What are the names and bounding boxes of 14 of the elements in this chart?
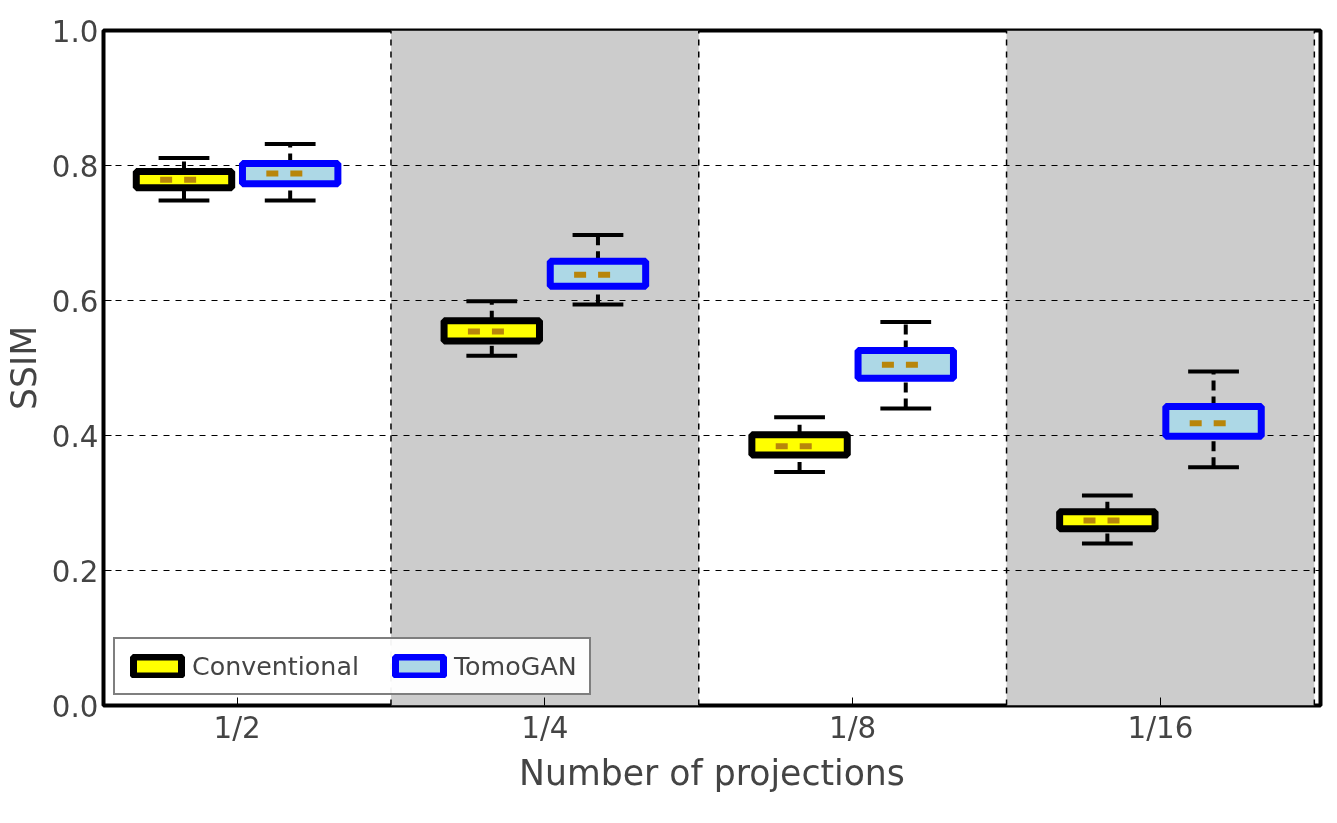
- x-tick-label: 1/4: [521, 710, 569, 745]
- y-tick-label: 0.2: [51, 554, 99, 589]
- x-tick-label: 1/8: [829, 710, 877, 745]
- legend-label: TomoGAN: [453, 651, 577, 681]
- x-tick-label: 1/2: [213, 710, 261, 745]
- legend-label: Conventional: [192, 651, 359, 681]
- y-tick-label: 0.6: [51, 284, 99, 319]
- y-tick-label: 0.4: [51, 419, 99, 454]
- x-axis-title: Number of projections: [519, 752, 905, 793]
- y-tick-label: 0.8: [51, 149, 99, 184]
- x-tick-label: 1/16: [1127, 710, 1194, 745]
- y-tick-label: 1.0: [51, 14, 99, 49]
- y-tick-label: 0.0: [51, 689, 99, 724]
- y-axis-title: SSIM: [3, 325, 44, 411]
